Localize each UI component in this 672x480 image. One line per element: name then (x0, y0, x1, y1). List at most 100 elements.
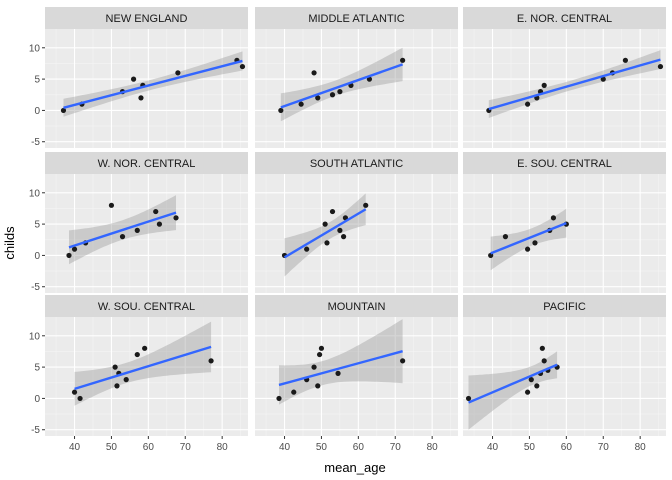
panel-gridlines (45, 29, 248, 148)
data-point (119, 234, 126, 240)
facet-strip (255, 7, 458, 29)
y-tick-label: -5 (31, 137, 40, 148)
data-point (524, 389, 531, 395)
data-point (315, 95, 321, 101)
fit-line (468, 363, 558, 404)
panel-background (45, 317, 248, 436)
data-point (123, 377, 129, 383)
panel-background (255, 317, 458, 436)
facet-strip-label: PACIFIC (543, 301, 586, 313)
facet-strip-label: SOUTH ATLANTIC (310, 158, 403, 170)
y-tick-label: -5 (31, 425, 40, 436)
facet-mountain: MOUNTAIN (255, 295, 458, 436)
panel-gridlines (255, 29, 458, 148)
facet-strip-label: W. NOR. CENTRAL (98, 158, 196, 170)
data-point (138, 95, 144, 101)
data-point (153, 208, 159, 215)
data-point (524, 246, 531, 252)
x-tick-label: 60 (561, 442, 573, 453)
data-point (502, 234, 509, 240)
data-points (276, 345, 406, 402)
data-point (541, 82, 547, 88)
data-point (600, 76, 606, 82)
y-tick-label: 10 (29, 43, 41, 54)
fit-line (488, 58, 661, 111)
fit-line (490, 222, 567, 255)
panel-gridlines (463, 29, 666, 148)
data-point (324, 240, 330, 246)
y-tick-label: 10 (29, 188, 41, 199)
panel-background (463, 174, 666, 293)
data-point (311, 70, 317, 76)
data-point (142, 345, 148, 351)
data-point (340, 234, 347, 240)
data-point (112, 364, 118, 370)
data-point (622, 57, 629, 63)
facet-new-england: NEW ENGLAND (45, 7, 248, 148)
facet-strip (45, 295, 248, 317)
facet-strip (45, 152, 248, 174)
facet-strip-label: E. NOR. CENTRAL (517, 13, 612, 25)
facet-e-nor-central: E. NOR. CENTRAL (463, 7, 666, 148)
y-axis-title: childs (2, 226, 17, 260)
data-point (71, 246, 78, 252)
data-point (60, 107, 67, 114)
y-tick-label: 0 (34, 394, 40, 405)
confidence-band (468, 351, 558, 430)
data-point (278, 107, 284, 114)
panel-gridlines (255, 317, 458, 436)
confidence-band (279, 319, 403, 405)
y-tick-label: -5 (31, 282, 40, 293)
facet-strip (45, 7, 248, 29)
y-tick-label: 10 (29, 331, 41, 342)
data-point (337, 89, 343, 95)
fit-line (74, 345, 212, 391)
panel-background (45, 174, 248, 293)
facet-e-sou-central: E. SOU. CENTRAL (463, 152, 666, 293)
y-tick-label: 0 (34, 251, 40, 262)
panel-gridlines (463, 174, 666, 293)
data-point (329, 208, 336, 215)
data-point (304, 246, 310, 252)
panel-gridlines (45, 174, 248, 293)
data-points (71, 345, 214, 402)
x-tick-label: 40 (487, 442, 499, 453)
facet-w-nor-central: W. NOR. CENTRAL (45, 152, 248, 293)
fit-line (63, 59, 243, 109)
facet-south-atlantic: SOUTH ATLANTIC (255, 152, 458, 293)
x-tick-label: 40 (69, 442, 81, 453)
fit-line (283, 208, 367, 259)
data-point (77, 395, 83, 402)
data-point (335, 370, 341, 376)
data-point (465, 395, 472, 402)
x-tick-label: 80 (635, 442, 647, 453)
data-point (208, 358, 214, 364)
data-point (134, 351, 140, 358)
y-tick-label: 5 (34, 220, 40, 231)
data-point (400, 57, 406, 63)
facet-strip (463, 7, 666, 29)
data-point (311, 364, 317, 370)
data-point (541, 358, 547, 364)
y-tick-label: 5 (34, 75, 40, 86)
data-point (315, 383, 321, 389)
x-tick-label: 50 (316, 442, 328, 453)
facet-strip (255, 152, 458, 174)
data-point (539, 345, 545, 351)
panel-gridlines (463, 317, 666, 436)
fit-line (278, 350, 403, 387)
y-tick-label: 5 (34, 363, 40, 374)
x-tick-label: 80 (427, 442, 439, 453)
x-tick-label: 60 (143, 442, 155, 453)
data-points (66, 202, 179, 259)
data-point (298, 101, 304, 107)
fit-line (68, 211, 177, 249)
data-point (66, 252, 72, 259)
x-tick-label: 40 (279, 442, 291, 453)
data-point (329, 92, 336, 98)
data-point (291, 389, 297, 395)
facet-strip-label: E. SOU. CENTRAL (517, 158, 612, 170)
data-point (318, 345, 325, 351)
data-point (534, 383, 540, 389)
confidence-band (284, 193, 366, 277)
